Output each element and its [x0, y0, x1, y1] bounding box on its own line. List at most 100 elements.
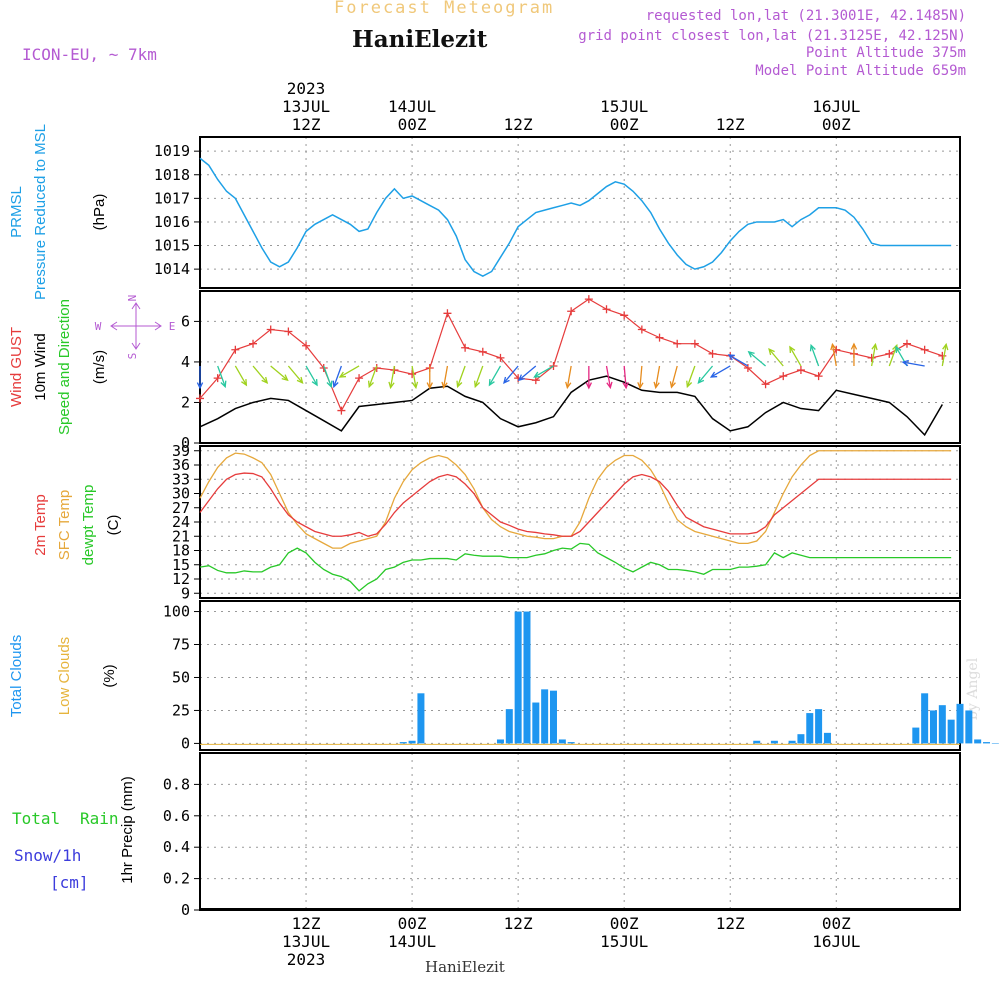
cloud-bar — [806, 713, 814, 744]
wind-direction-arrow — [234, 365, 247, 386]
wind-direction-arrow — [670, 365, 678, 388]
wind-arrow-head — [686, 380, 693, 389]
time-label-bottom: 16JUL — [812, 932, 860, 951]
sfc-temp-label: SFC Temp — [56, 490, 73, 561]
temp-2m-line — [199, 472, 952, 537]
cloud-bar — [788, 740, 796, 744]
gust-marker — [249, 339, 258, 348]
model-name: ICON-EU, ~ 7km — [22, 45, 157, 64]
pressure-frame — [199, 136, 961, 289]
compass-arrows — [110, 302, 162, 350]
cloud-bar — [929, 710, 937, 744]
gust-marker — [902, 339, 911, 348]
y-tick-label: 100 — [163, 603, 190, 621]
time-label-bottom: 13JUL — [282, 932, 330, 951]
gust-marker — [408, 370, 417, 379]
cloud-bar — [408, 740, 416, 744]
y-tick-label: 6 — [181, 312, 190, 330]
cloud-bar — [514, 611, 522, 744]
cloud-bar — [417, 693, 425, 744]
temp-2m-label: 2m Temp — [32, 494, 49, 555]
y-tick-label: 18 — [172, 542, 190, 560]
wind-speed-dir-label: Speed and Direction — [56, 299, 73, 435]
wind-direction-arrow — [217, 365, 226, 387]
gust-marker — [372, 364, 381, 373]
time-label-top: 12Z — [504, 115, 533, 134]
time-label-bottom: 12Z — [716, 914, 745, 933]
gust-marker — [796, 366, 805, 375]
cloud-bar — [567, 742, 575, 744]
cloud-bar — [947, 719, 955, 744]
gust-marker — [708, 349, 717, 358]
y-tick-label: 0.8 — [163, 775, 190, 793]
precip-panel: 0 0.2 0.4 0.6 0.8 — [163, 752, 961, 919]
wind-arrow-head — [669, 381, 676, 389]
temp-unit: (C) — [105, 515, 122, 536]
time-label-bottom: 00Z — [398, 914, 427, 933]
wind-arrow-head — [830, 342, 837, 351]
wind-direction-arrow — [748, 351, 766, 367]
wind-direction-arrow — [534, 365, 554, 378]
y-tick-label: 0.2 — [163, 870, 190, 888]
wind-direction-arrow — [655, 365, 661, 388]
model-altitude: Model Point Altitude 659m — [755, 63, 966, 79]
product-title: Forecast Meteogram — [334, 0, 555, 18]
wind-direction-arrow — [333, 365, 343, 387]
gust-marker — [443, 309, 452, 318]
pressure-label-2: Pressure Reduced to MSL — [32, 124, 49, 300]
wind-speed-line — [199, 375, 943, 437]
wind-direction-arrow — [639, 365, 643, 388]
y-tick-label: 0 — [181, 734, 190, 752]
wind-arrow-head — [637, 382, 644, 390]
cloud-bar — [921, 693, 929, 744]
y-tick-label: 21 — [172, 527, 190, 545]
y-tick-label: 24 — [172, 513, 190, 531]
wind-direction-arrow — [605, 365, 611, 388]
wind-arrow-head — [809, 343, 816, 352]
gust-marker — [478, 347, 487, 356]
gust-marker — [938, 351, 947, 360]
cloud-bar — [991, 743, 999, 744]
wind-arrow-head — [296, 376, 304, 384]
wind-direction-arrow — [518, 365, 537, 381]
wind-arrow-head — [585, 382, 593, 390]
wind-arrow-head — [411, 381, 419, 390]
wind-arrow-head — [367, 380, 374, 389]
wind-arrow-head — [895, 345, 902, 353]
legend-snow-unit: [cm] — [50, 873, 89, 892]
cloud-bar — [956, 703, 964, 744]
wind-direction-arrow — [697, 365, 714, 384]
y-tick-label: 50 — [172, 668, 190, 686]
compass-s: S — [126, 353, 139, 360]
clouds-frame — [199, 600, 961, 751]
wind-arrow-head — [653, 381, 660, 390]
wind-direction-arrow — [270, 365, 288, 381]
wind-direction-arrow — [710, 365, 731, 378]
y-tick-label: 30 — [172, 485, 190, 503]
grid-point-coords: grid point closest lon,lat (21.3125E, 42… — [578, 28, 966, 44]
cloud-bar — [770, 740, 778, 744]
wind-arrow-head — [241, 379, 248, 387]
time-label-top: 13JUL — [282, 97, 330, 116]
time-label-bottom: 15JUL — [600, 932, 648, 951]
gust-marker — [690, 339, 699, 348]
cloud-bar — [938, 705, 946, 744]
gust-marker — [779, 372, 788, 381]
gust-marker — [284, 327, 293, 336]
wind-direction-arrow — [686, 365, 696, 387]
wind-direction-arrow — [474, 365, 484, 387]
wind-arrow-head — [281, 374, 289, 382]
pressure-unit: (hPa) — [91, 194, 108, 231]
wind-direction-arrow — [389, 365, 396, 388]
cloud-bar — [974, 739, 982, 744]
y-tick-label: 36 — [172, 456, 190, 474]
y-tick-label: 4 — [181, 353, 190, 371]
wind-frame — [199, 290, 961, 444]
footer-station: HaniElezit — [425, 958, 505, 976]
wind-direction-arrow — [323, 365, 332, 387]
wind-gust-line — [199, 298, 943, 412]
legend-snow: Snow/1h — [14, 846, 81, 865]
gust-marker — [266, 325, 275, 334]
cloud-bar — [541, 689, 549, 744]
wind-direction-arrow — [810, 345, 820, 367]
